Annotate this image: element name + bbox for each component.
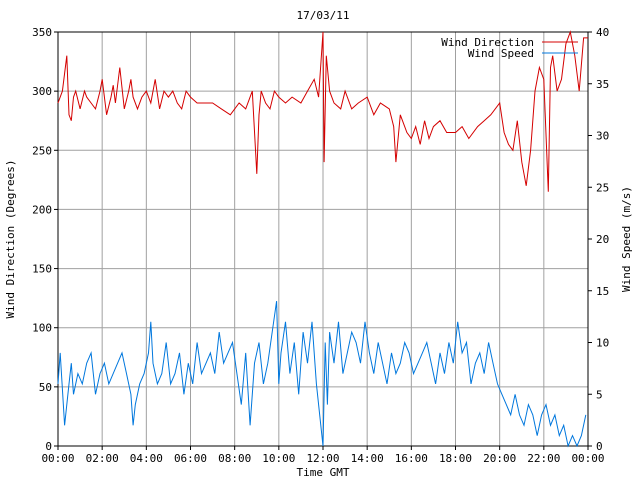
x-tick-label: 00:00 (571, 452, 604, 465)
chart-title: 17/03/11 (297, 9, 350, 22)
y-right-tick-label: 5 (596, 388, 603, 401)
x-tick-label: 08:00 (218, 452, 251, 465)
x-tick-label: 12:00 (306, 452, 339, 465)
x-tick-label: 10:00 (262, 452, 295, 465)
legend: Wind Direction Wind Speed (441, 36, 578, 60)
y-left-tick-label: 100 (32, 322, 52, 335)
x-axis-label: Time GMT (297, 466, 350, 479)
y-left-tick-label: 250 (32, 144, 52, 157)
x-tick-label: 00:00 (41, 452, 74, 465)
y-right-tick-label: 25 (596, 181, 609, 194)
x-tick-label: 04:00 (130, 452, 163, 465)
x-tick-label: 20:00 (483, 452, 516, 465)
y-left-tick-label: 50 (39, 381, 52, 394)
y-left-tick-label: 300 (32, 85, 52, 98)
grid (58, 31, 588, 446)
legend-label-wind-direction: Wind Direction (441, 36, 534, 49)
y-right-tick-label: 40 (596, 26, 609, 39)
x-tick-label: 22:00 (527, 452, 560, 465)
x-tick-label: 14:00 (351, 452, 384, 465)
y-right-tick-label: 35 (596, 78, 609, 91)
series-layer (57, 30, 588, 448)
y-right-tick-label: 10 (596, 337, 609, 350)
y-right-tick-label: 0 (596, 440, 603, 453)
y-right-tick-label: 20 (596, 233, 609, 246)
y-axis-right-label: Wind Speed (m/s) (620, 186, 633, 292)
x-tick-label: 06:00 (174, 452, 207, 465)
series-line-wind-direction (57, 30, 588, 192)
y-left-tick-label: 200 (32, 203, 52, 216)
tick-layer: 00:00 02:00 04:00 06:00 08:00 10:00 12:00 14:00… (32, 26, 609, 465)
y-left-tick-label: 350 (32, 26, 52, 39)
y-left-tick-label: 0 (45, 440, 52, 453)
y-left-tick-label: 150 (32, 263, 52, 276)
y-right-tick-label: 30 (596, 130, 609, 143)
series-line-wind-speed (57, 301, 587, 448)
y-right-tick-label: 15 (596, 285, 609, 298)
x-tick-label: 02:00 (86, 452, 119, 465)
y-axis-left-label: Wind Direction (Degrees) (4, 160, 17, 319)
legend-label-wind-speed: Wind Speed (468, 47, 534, 60)
x-tick-label: 18:00 (439, 452, 472, 465)
x-tick-label: 16:00 (395, 452, 428, 465)
